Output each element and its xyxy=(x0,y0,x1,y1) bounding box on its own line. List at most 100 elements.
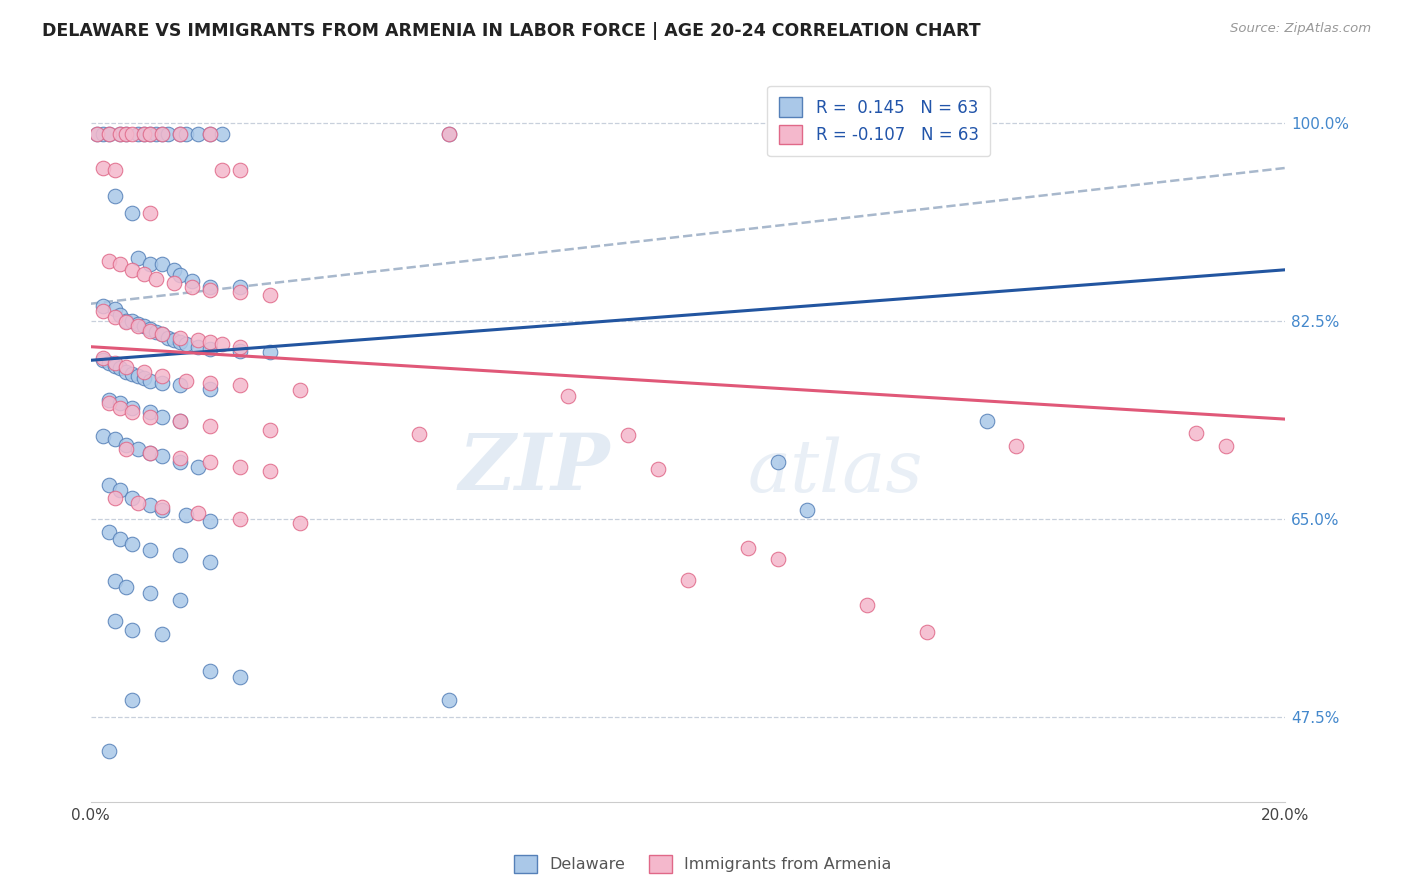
Point xyxy=(229,378,252,392)
Point xyxy=(259,287,281,301)
Point xyxy=(198,555,221,569)
Point xyxy=(150,327,173,342)
Point xyxy=(198,514,221,528)
Point xyxy=(174,508,197,523)
Point xyxy=(169,593,191,607)
Point xyxy=(97,253,120,268)
Point xyxy=(97,477,120,491)
Point xyxy=(86,127,108,141)
Point xyxy=(198,342,221,356)
Point xyxy=(103,163,125,178)
Point xyxy=(288,383,311,397)
Point xyxy=(169,268,191,283)
Point xyxy=(127,319,149,334)
Point xyxy=(103,491,125,506)
Point xyxy=(91,429,114,443)
Point xyxy=(134,127,156,141)
Point xyxy=(91,303,114,318)
Point xyxy=(198,455,221,469)
Point xyxy=(150,127,173,141)
Point xyxy=(97,744,120,758)
Legend: Delaware, Immigrants from Armenia: Delaware, Immigrants from Armenia xyxy=(508,848,898,880)
Point xyxy=(150,502,173,516)
Point xyxy=(139,127,162,141)
Point xyxy=(976,414,998,428)
Point xyxy=(139,586,162,600)
Point xyxy=(198,335,221,350)
Point xyxy=(1005,439,1028,453)
Point xyxy=(408,426,430,441)
Point xyxy=(437,127,460,141)
Point xyxy=(174,374,197,388)
Point xyxy=(229,163,252,178)
Point xyxy=(187,127,209,141)
Point xyxy=(115,580,138,594)
Point xyxy=(110,127,132,141)
Point xyxy=(229,511,252,525)
Point xyxy=(169,127,191,141)
Point xyxy=(181,279,204,293)
Point xyxy=(198,127,221,141)
Point xyxy=(127,369,149,384)
Point xyxy=(198,665,221,679)
Point xyxy=(97,525,120,540)
Point xyxy=(169,414,191,428)
Point xyxy=(157,127,180,141)
Point xyxy=(91,299,114,313)
Point xyxy=(86,127,108,141)
Point xyxy=(115,442,138,456)
Point xyxy=(97,127,120,141)
Point xyxy=(139,374,162,388)
Point xyxy=(187,340,209,354)
Point xyxy=(91,127,114,141)
Point xyxy=(229,459,252,474)
Point xyxy=(150,327,173,342)
Point xyxy=(211,163,233,178)
Point xyxy=(557,390,579,404)
Point xyxy=(110,483,132,498)
Point xyxy=(103,359,125,373)
Point xyxy=(150,409,173,424)
Point xyxy=(103,433,125,447)
Point xyxy=(134,319,156,334)
Point xyxy=(127,252,149,266)
Point xyxy=(139,446,162,460)
Point xyxy=(676,573,699,587)
Point xyxy=(288,516,311,531)
Point xyxy=(259,424,281,438)
Point xyxy=(91,353,114,368)
Point xyxy=(121,692,143,706)
Point xyxy=(121,623,143,637)
Point xyxy=(169,378,191,392)
Point xyxy=(150,127,173,141)
Point xyxy=(103,614,125,628)
Point xyxy=(121,401,143,415)
Point xyxy=(127,317,149,331)
Point xyxy=(915,624,938,639)
Legend: R =  0.145   N = 63, R = -0.107   N = 63: R = 0.145 N = 63, R = -0.107 N = 63 xyxy=(768,86,990,156)
Point xyxy=(163,262,186,277)
Point xyxy=(115,438,138,452)
Text: DELAWARE VS IMMIGRANTS FROM ARMENIA IN LABOR FORCE | AGE 20-24 CORRELATION CHART: DELAWARE VS IMMIGRANTS FROM ARMENIA IN L… xyxy=(42,22,981,40)
Point xyxy=(139,498,162,512)
Point xyxy=(229,285,252,300)
Point xyxy=(198,382,221,396)
Point xyxy=(115,315,138,329)
Point xyxy=(437,692,460,706)
Point xyxy=(97,392,120,407)
Point xyxy=(134,127,156,141)
Point xyxy=(103,355,125,369)
Point xyxy=(145,325,167,339)
Point xyxy=(103,302,125,317)
Point xyxy=(796,502,818,516)
Point xyxy=(229,344,252,359)
Point xyxy=(115,314,138,328)
Point xyxy=(169,414,191,428)
Point xyxy=(437,127,460,141)
Point xyxy=(110,396,132,410)
Point xyxy=(121,491,143,506)
Point xyxy=(229,340,252,354)
Point xyxy=(169,450,191,465)
Point xyxy=(110,257,132,271)
Point xyxy=(115,360,138,375)
